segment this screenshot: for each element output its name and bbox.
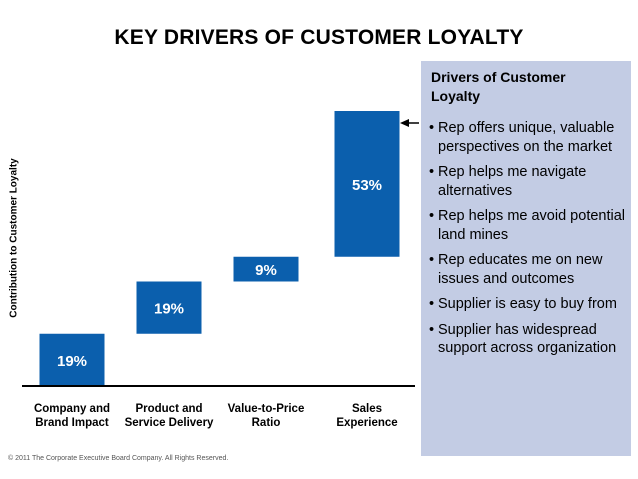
arrow-head-icon <box>400 119 409 127</box>
list-item: • Rep offers unique, valuable perspective… <box>429 120 615 155</box>
data-label-2: 19% <box>154 301 184 318</box>
bar-1 <box>39 333 105 386</box>
category-label-1: Brand Impact <box>35 417 109 429</box>
bar-2 <box>136 281 202 334</box>
category-label-2: Service Delivery <box>125 417 214 429</box>
data-label-4: 53% <box>352 177 382 194</box>
drivers-panel-title: Drivers of Customer Loyalty <box>431 69 566 104</box>
copyright-footer: © 2011 The Corporate Executive Board Com… <box>8 455 229 462</box>
waterfall-chart: 19% Company and Brand Impact 19% Product and… <box>22 111 419 429</box>
list-item: • Supplier is easy to buy from <box>429 296 617 312</box>
list-item: • Rep helps me avoid potential land mines <box>429 208 626 243</box>
list-item: • Supplier has widespread support across … <box>429 321 617 357</box>
category-label-3: Value-to-Price <box>228 403 305 415</box>
bar-4 <box>334 111 400 257</box>
chart-title: KEY DRIVERS OF CUSTOMER LOYALTY <box>114 26 524 49</box>
bar-3 <box>233 256 299 282</box>
category-label-3: Ratio <box>252 417 281 429</box>
data-label-1: 19% <box>57 353 87 370</box>
category-label-4: Experience <box>336 417 397 429</box>
list-item: • Rep helps me navigate alternatives <box>429 164 587 199</box>
list-item: • Rep educates me on new issues and outco… <box>429 252 603 287</box>
drivers-panel: Drivers of Customer Loyalty • Rep offers … <box>421 61 631 456</box>
drivers-list: • Rep offers unique, valuable perspective… <box>429 119 629 365</box>
category-label-1: Company and <box>34 403 110 415</box>
category-label-2: Product and <box>135 403 202 415</box>
data-label-3: 9% <box>255 262 277 279</box>
category-label-4: Sales <box>352 403 382 415</box>
